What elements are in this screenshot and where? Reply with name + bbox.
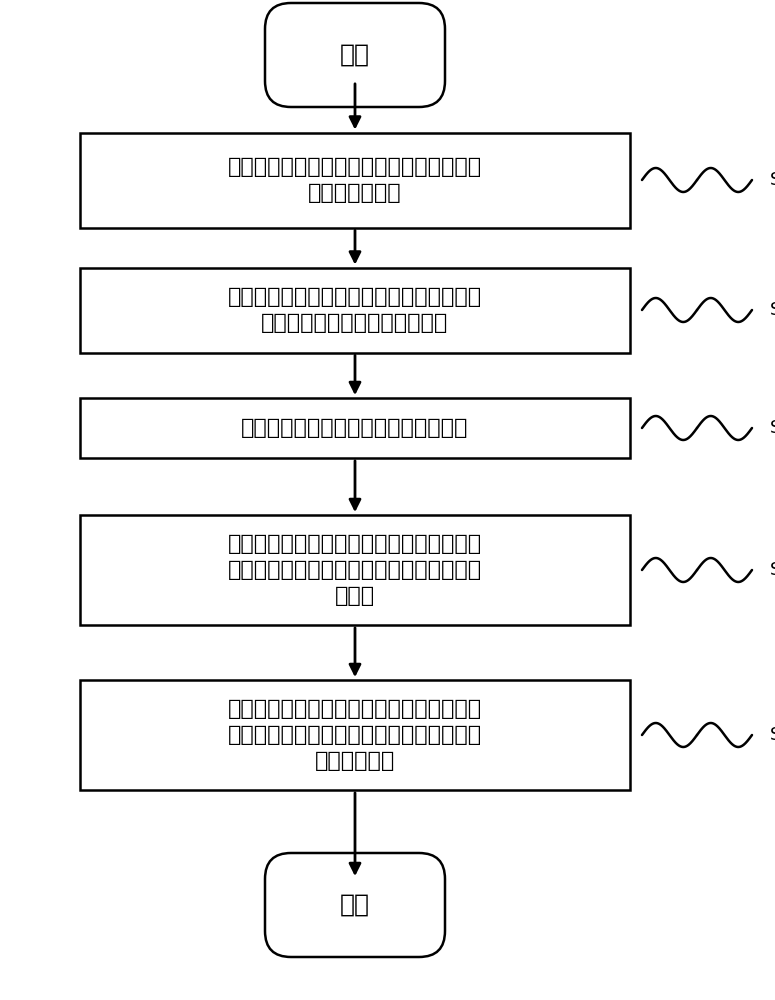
- Text: S250: S250: [770, 726, 775, 744]
- Text: 通过将每个时域特征和与其对应的时域特征
门限阈值范围进行比较，确定一个或多个疑
似故障: 通过将每个时域特征和与其对应的时域特征 门限阈值范围进行比较，确定一个或多个疑 …: [228, 534, 482, 606]
- Bar: [80, 515, 630, 625]
- Bar: [80, 680, 630, 790]
- Text: 提取实时数据中的一个或多个时域特征: 提取实时数据中的一个或多个时域特征: [241, 418, 469, 438]
- Text: S240: S240: [770, 561, 775, 579]
- Text: S230: S230: [770, 419, 775, 437]
- Text: S220: S220: [770, 301, 775, 319]
- Text: 开始: 开始: [340, 43, 370, 67]
- FancyBboxPatch shape: [265, 3, 445, 107]
- Text: 通过传感器实时采集直升机自动倾斜器大轴
承的模拟量信号: 通过传感器实时采集直升机自动倾斜器大轴 承的模拟量信号: [228, 157, 482, 203]
- Text: S210: S210: [770, 171, 775, 189]
- FancyBboxPatch shape: [265, 853, 445, 957]
- Bar: [80, 398, 630, 458]
- Text: 基于一个或多个疑似故障对应的实时数据，
通过预先训练的径向基神经网络获得一个或
多个故障信息: 基于一个或多个疑似故障对应的实时数据， 通过预先训练的径向基神经网络获得一个或 …: [228, 699, 482, 771]
- Bar: [80, 133, 630, 228]
- Text: 结束: 结束: [340, 893, 370, 917]
- Text: 对实时采集到的模拟量信号的预处理，以得
到该模拟量信号对应的实时数据: 对实时采集到的模拟量信号的预处理，以得 到该模拟量信号对应的实时数据: [228, 287, 482, 333]
- Bar: [80, 267, 630, 353]
